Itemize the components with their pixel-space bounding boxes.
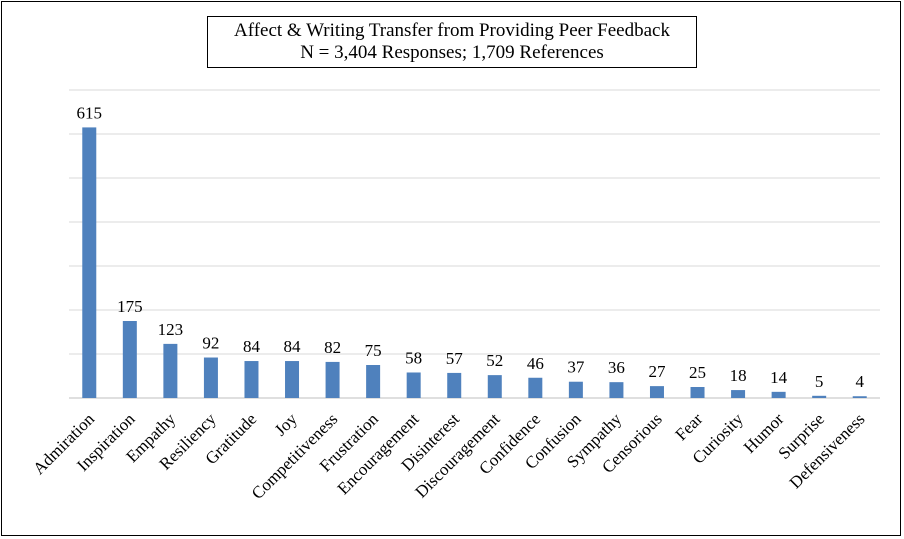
bar-joy bbox=[285, 361, 300, 398]
data-label-inspiration: 175 bbox=[117, 297, 143, 316]
bar-encouragement bbox=[406, 372, 421, 398]
bar-discouragement bbox=[487, 375, 502, 398]
data-label-encouragement: 58 bbox=[405, 348, 422, 367]
data-label-joy: 84 bbox=[284, 337, 302, 356]
data-label-defensiveness: 4 bbox=[855, 372, 864, 391]
data-label-humor: 14 bbox=[770, 368, 788, 387]
data-label-frustration: 75 bbox=[365, 341, 382, 360]
chart-title: Affect & Writing Transfer from Providing… bbox=[234, 20, 670, 41]
data-label-empathy: 123 bbox=[158, 320, 184, 339]
bar-defensiveness bbox=[852, 396, 867, 398]
gridlines bbox=[69, 89, 880, 399]
x-tick-label-fear: Fear bbox=[672, 409, 707, 444]
chart-title-box: Affect & Writing Transfer from Providing… bbox=[207, 16, 697, 68]
bar-empathy bbox=[163, 343, 178, 398]
data-label-admiration: 615 bbox=[77, 103, 103, 122]
data-label-resiliency: 92 bbox=[202, 334, 219, 353]
data-label-confidence: 46 bbox=[527, 354, 544, 373]
data-label-competitiveness: 82 bbox=[324, 338, 341, 357]
bar-censorious bbox=[649, 386, 664, 398]
x-tick-labels: AdmirationInspirationEmpathyResiliencyGr… bbox=[29, 409, 868, 503]
bar-confusion bbox=[568, 381, 583, 398]
bar-disinterest bbox=[447, 372, 462, 398]
data-label-confusion: 37 bbox=[567, 358, 585, 377]
bar-gratitude bbox=[244, 361, 259, 398]
data-label-curiosity: 18 bbox=[730, 366, 747, 385]
data-label-disinterest: 57 bbox=[446, 349, 464, 368]
bar-admiration bbox=[82, 127, 97, 399]
bar-frustration bbox=[366, 365, 381, 398]
x-tick-label-joy: Joy bbox=[271, 409, 301, 439]
bar-inspiration bbox=[122, 321, 137, 398]
data-label-discouragement: 52 bbox=[486, 351, 503, 370]
bar-sympathy bbox=[609, 382, 624, 398]
data-labels: 615 175 123 92 84 84 82 75 58 57 52 46 37 36 27 25 18 14 5… bbox=[77, 103, 865, 391]
data-label-sympathy: 36 bbox=[608, 358, 625, 377]
bar-confidence bbox=[528, 377, 543, 398]
bar-surprise bbox=[812, 395, 827, 398]
chart-subtitle: N = 3,404 Responses; 1,709 References bbox=[300, 42, 604, 63]
bars bbox=[82, 127, 867, 399]
bar-resiliency bbox=[203, 357, 218, 398]
data-label-surprise: 5 bbox=[815, 372, 824, 391]
data-label-censorious: 27 bbox=[648, 362, 666, 381]
bar-curiosity bbox=[731, 390, 746, 398]
data-label-gratitude: 84 bbox=[243, 337, 261, 356]
bar-fear bbox=[690, 387, 705, 398]
bar-competitiveness bbox=[325, 361, 340, 398]
bar-humor bbox=[771, 391, 786, 398]
data-label-fear: 25 bbox=[689, 363, 706, 382]
